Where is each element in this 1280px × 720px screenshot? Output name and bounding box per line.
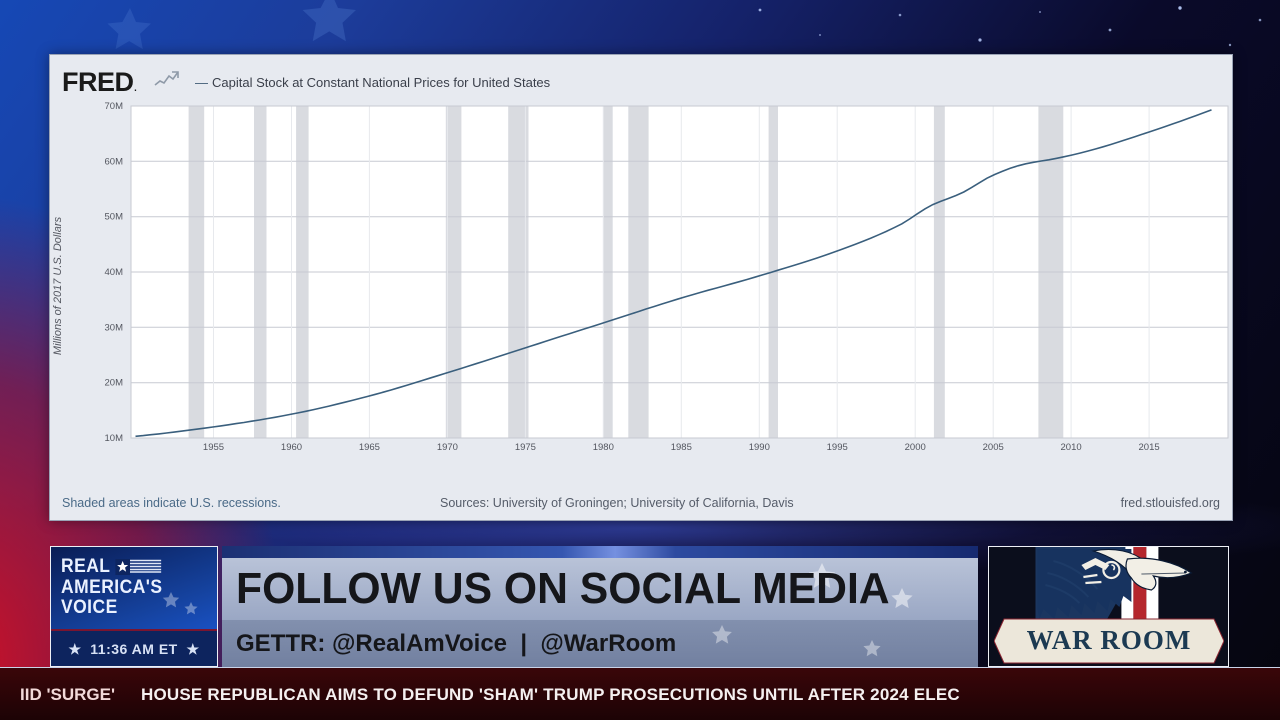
svg-text:1970: 1970 <box>437 442 458 453</box>
svg-text:2000: 2000 <box>905 442 926 453</box>
svg-text:1965: 1965 <box>359 442 380 453</box>
svg-text:60M: 60M <box>105 156 124 167</box>
svg-text:1975: 1975 <box>515 442 536 453</box>
svg-text:2005: 2005 <box>983 442 1004 453</box>
svg-text:40M: 40M <box>105 267 124 278</box>
svg-text:70M: 70M <box>105 101 124 112</box>
svg-text:2010: 2010 <box>1061 442 1082 453</box>
svg-text:1960: 1960 <box>281 442 302 453</box>
svg-text:1995: 1995 <box>827 442 848 453</box>
svg-text:2015: 2015 <box>1139 442 1160 453</box>
svg-text:10M: 10M <box>105 433 124 444</box>
svg-text:20M: 20M <box>105 378 124 389</box>
svg-text:1985: 1985 <box>671 442 692 453</box>
svg-text:1980: 1980 <box>593 442 614 453</box>
svg-text:1955: 1955 <box>203 442 224 453</box>
svg-text:WAR ROOM: WAR ROOM <box>1026 625 1191 655</box>
svg-text:1990: 1990 <box>749 442 770 453</box>
svg-text:50M: 50M <box>105 212 124 223</box>
svg-text:30M: 30M <box>105 322 124 333</box>
